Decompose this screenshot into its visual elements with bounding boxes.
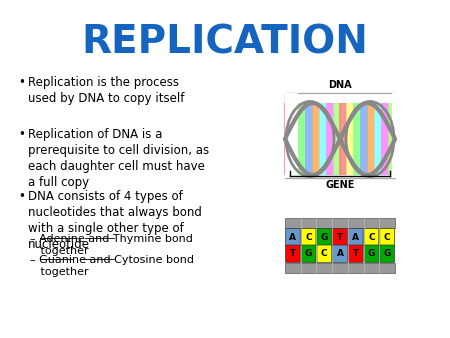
Text: T: T [353,249,359,258]
Text: DNA consists of 4 types of
nucleotides that always bond
with a single other type: DNA consists of 4 types of nucleotides t… [28,190,202,251]
FancyBboxPatch shape [285,245,300,263]
Text: G: G [368,249,375,258]
Text: G: G [320,233,328,242]
Text: C: C [305,233,312,242]
FancyBboxPatch shape [380,228,395,246]
Bar [392,93,400,178]
Text: G: G [383,249,391,258]
Text: T: T [290,249,296,258]
Text: •: • [18,76,25,89]
Text: •: • [18,190,25,203]
FancyBboxPatch shape [333,245,347,263]
Text: – Adenine and Thymine bond
   together: – Adenine and Thymine bond together [30,234,193,257]
Text: Replication is the process
used by DNA to copy itself: Replication is the process used by DNA t… [28,76,184,105]
Text: REPLICATION: REPLICATION [81,23,369,61]
Bar [285,93,298,178]
FancyBboxPatch shape [380,245,395,263]
Text: C: C [384,233,391,242]
Text: •: • [18,128,25,141]
Text: G: G [305,249,312,258]
Text: C: C [368,233,375,242]
Text: – Guanine and Cytosine bond
   together: – Guanine and Cytosine bond together [30,255,194,277]
FancyBboxPatch shape [348,228,363,246]
Text: C: C [321,249,328,258]
FancyBboxPatch shape [317,228,332,246]
FancyBboxPatch shape [301,245,316,263]
Text: T: T [337,233,343,242]
Text: GENE: GENE [325,180,355,190]
FancyBboxPatch shape [364,245,379,263]
FancyBboxPatch shape [285,228,300,246]
Bar [285,263,395,273]
FancyBboxPatch shape [348,245,363,263]
Bar [285,218,395,228]
Text: A: A [337,249,343,258]
Bar [285,93,395,178]
Text: DNA: DNA [328,80,352,90]
Text: A: A [289,233,297,242]
FancyBboxPatch shape [301,228,316,246]
Text: A: A [352,233,359,242]
FancyBboxPatch shape [317,245,332,263]
Text: Replication of DNA is a
prerequisite to cell division, as
each daughter cell mus: Replication of DNA is a prerequisite to … [28,128,209,189]
FancyBboxPatch shape [333,228,347,246]
FancyBboxPatch shape [364,228,379,246]
